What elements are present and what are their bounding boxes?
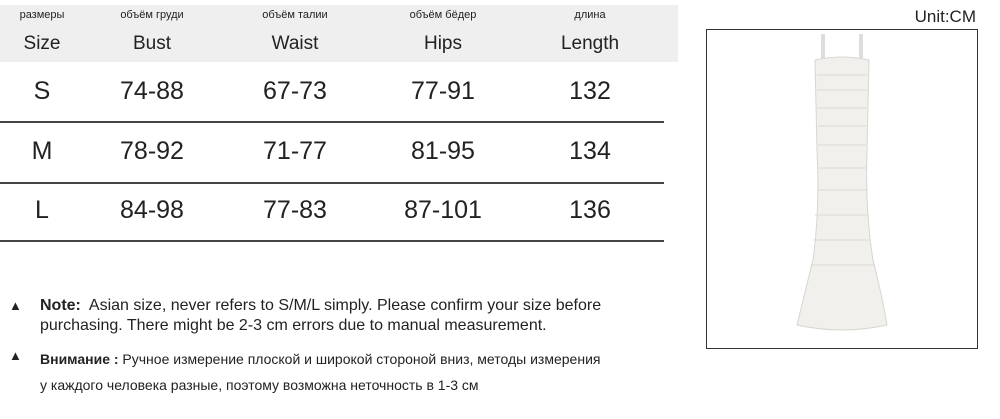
table-cell: 134 [569, 137, 611, 165]
header-en: Bust [132, 33, 172, 54]
header-en: Length [560, 33, 620, 54]
note-label: Note: [40, 297, 81, 314]
table-cell: 78-92 [120, 137, 184, 165]
header-en: Size [23, 33, 61, 54]
table-cell: S [33, 77, 51, 105]
note-russian: Внимание : Ручное измерение плоской и ши… [40, 346, 600, 398]
table-header-band [0, 5, 678, 62]
table-cell: M [31, 137, 53, 165]
table-cell: 67-73 [263, 77, 327, 105]
triangle-icon: ▲ [9, 348, 22, 363]
header-ru: объём талии [262, 9, 328, 21]
note-english: Note: Asian size, never refers to S/M/L … [40, 296, 690, 336]
note-text-2: purchasing. There might be 2-3 cm errors… [40, 317, 547, 334]
note-label-ru: Внимание : [40, 351, 119, 367]
header-ru: длина [574, 9, 606, 21]
row-divider [0, 182, 664, 184]
product-photo [706, 29, 978, 349]
unit-label: Unit:CM [914, 7, 976, 26]
table-cell: 74-88 [120, 77, 184, 105]
table-cell: 81-95 [411, 137, 475, 165]
table-cell: 136 [569, 196, 611, 224]
table-cell: 84-98 [120, 196, 184, 224]
header-ru: объём бёдер [409, 9, 477, 21]
note-text-ru-1: Ручное измерение плоской и широкой сторо… [122, 351, 601, 367]
header-en: Waist [271, 33, 319, 54]
dress-image [796, 34, 888, 331]
table-cell: 132 [569, 77, 611, 105]
table-cell: 77-91 [411, 77, 475, 105]
header-ru: размеры [19, 9, 65, 21]
table-cell: 71-77 [263, 137, 327, 165]
note-text-ru-2: у каждого человека разные, поэтому возмо… [40, 377, 479, 393]
table-cell: 77-83 [263, 196, 327, 224]
table-cell: L [35, 196, 49, 224]
header-en: Hips [423, 33, 463, 54]
header-ru: объём груди [120, 9, 184, 21]
row-divider [0, 121, 664, 123]
row-divider [0, 240, 664, 242]
note-text-1: Asian size, never refers to S/M/L simply… [88, 297, 602, 314]
table-cell: 87-101 [404, 196, 482, 224]
triangle-icon: ▲ [9, 298, 22, 313]
